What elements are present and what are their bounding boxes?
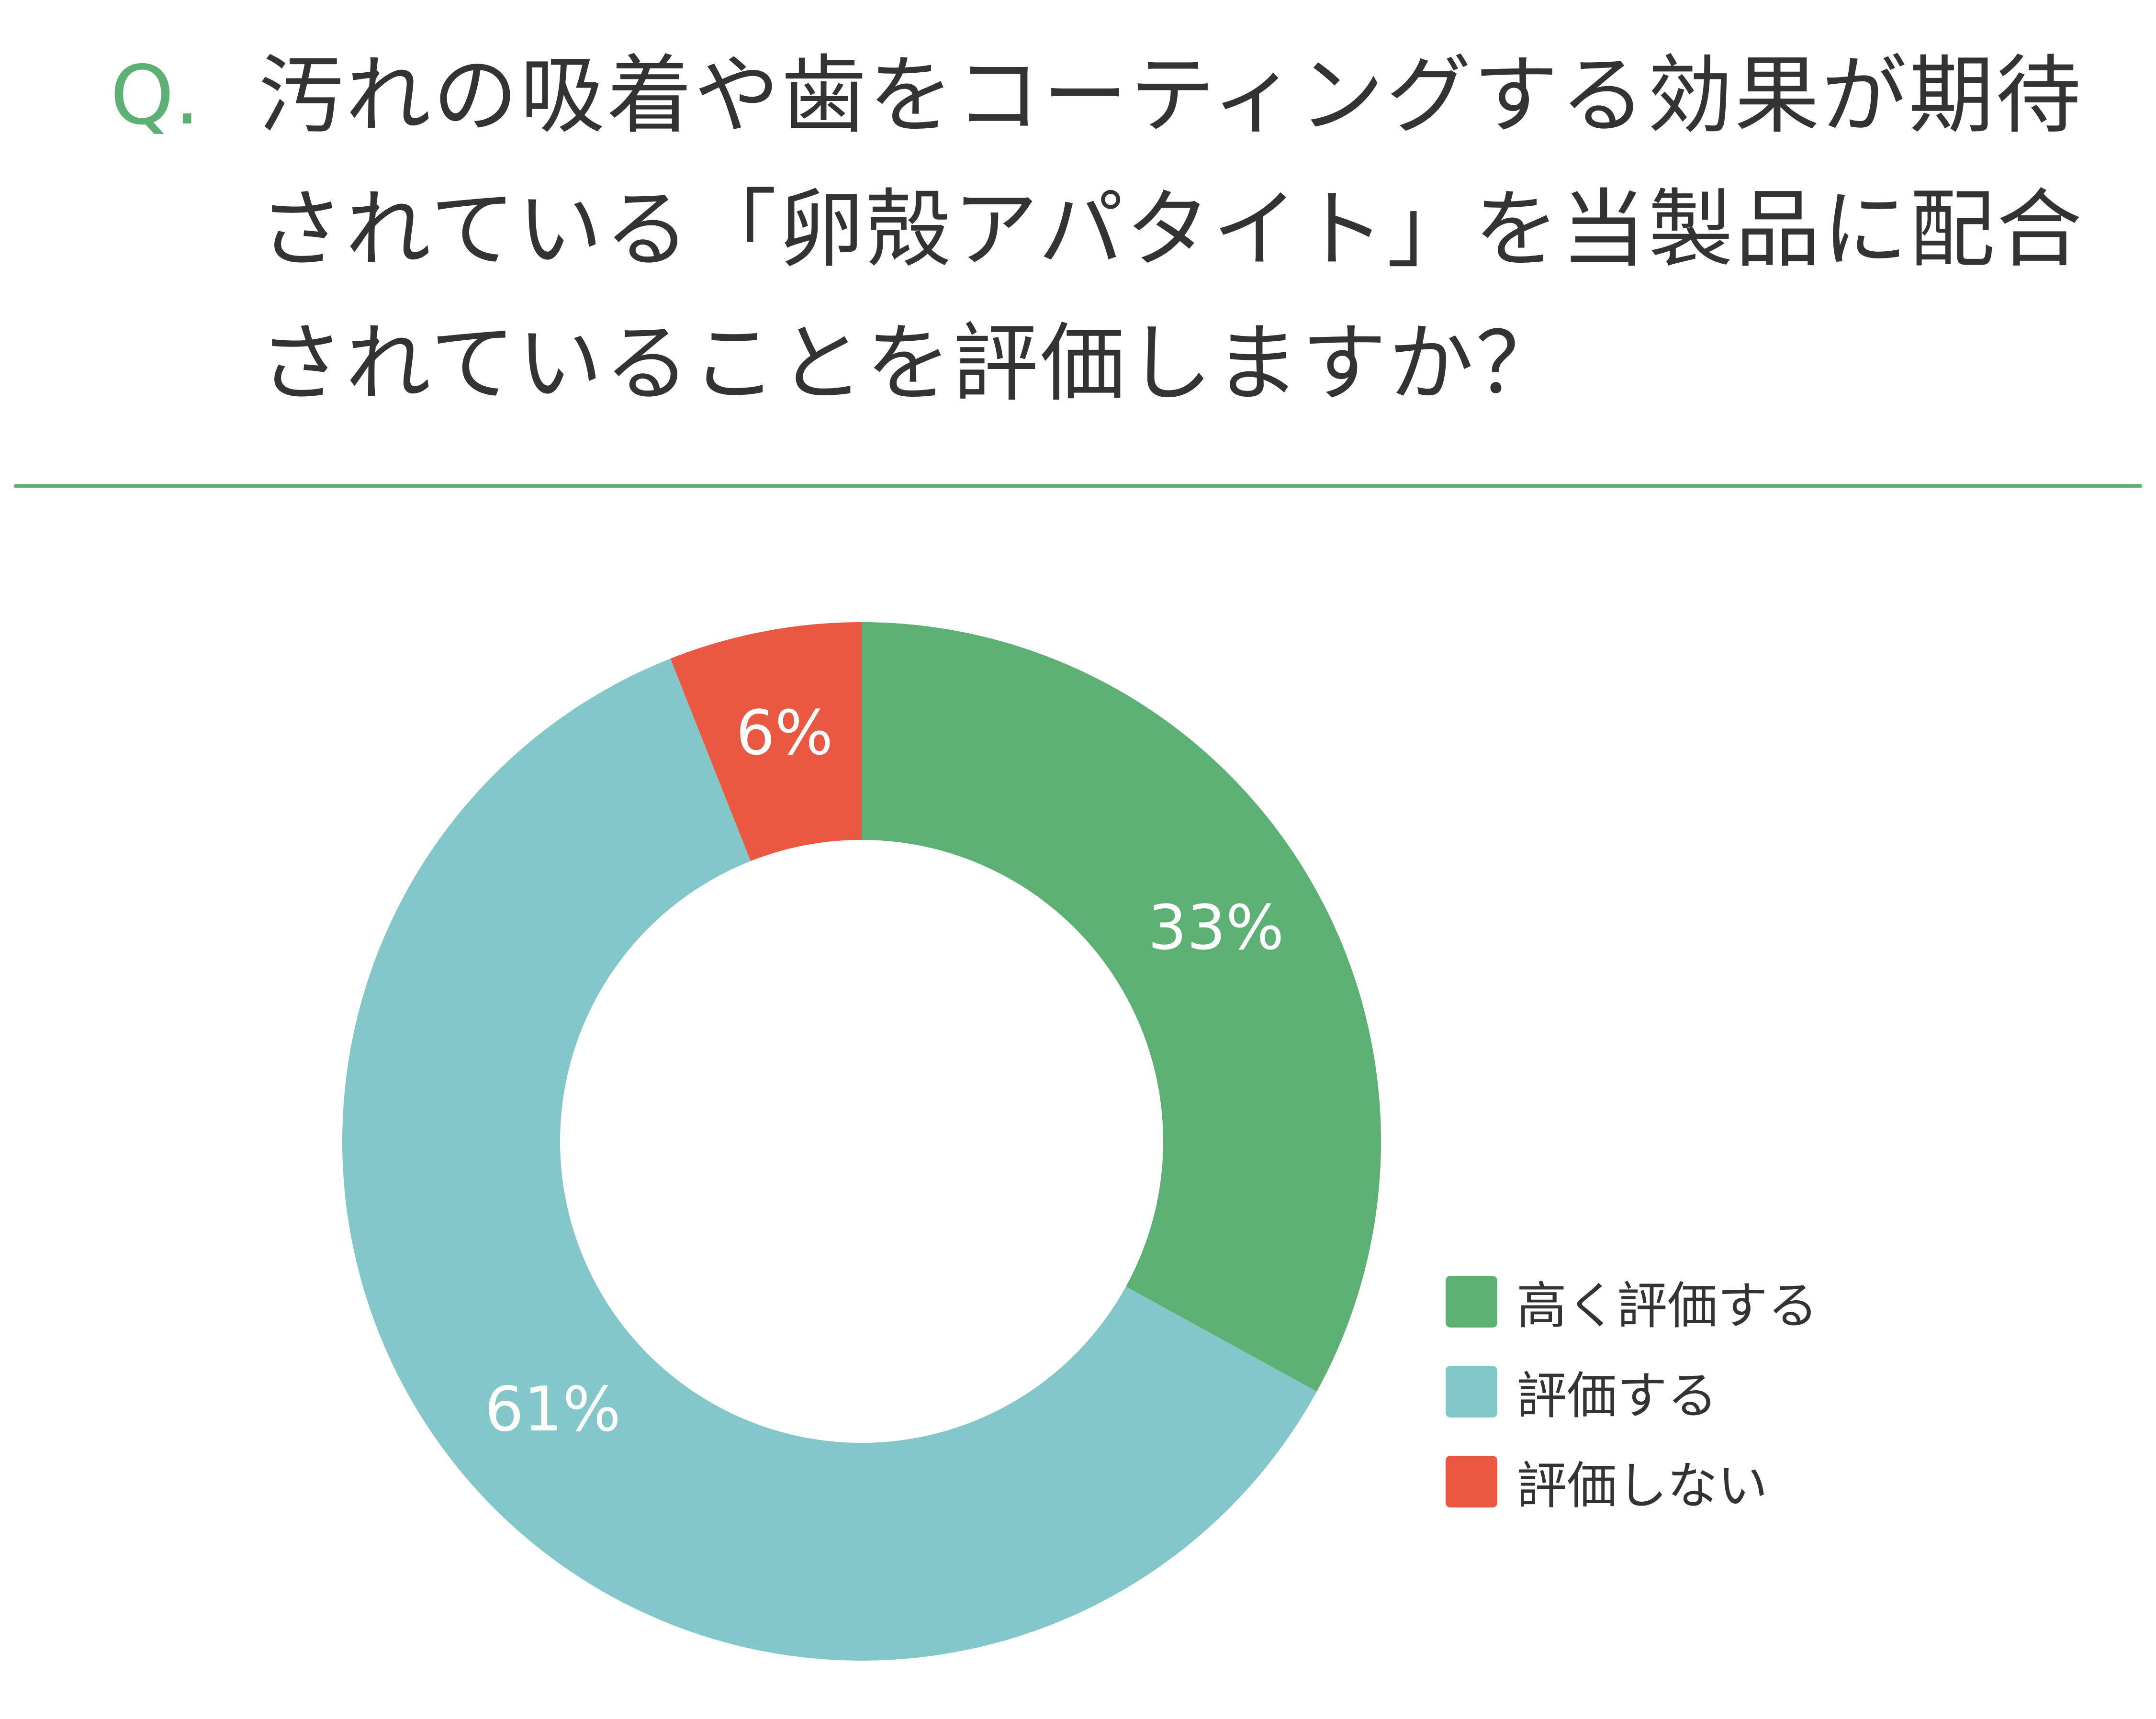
question-header: Q. 汚れの吸着や歯をコーティングする効果が期待されている「卵殻アパタイト」を当… (110, 29, 2097, 431)
question-text: 汚れの吸着や歯をコーティングする効果が期待されている「卵殻アパタイト」を当製品に… (258, 46, 2084, 413)
slice-value-label-high: 33% (1148, 892, 1284, 963)
donut-value-labels: 33% 61% 6% (485, 697, 1284, 1445)
slice-value-label-negative: 6% (736, 697, 833, 769)
legend-item-positive: 評価する (1446, 1365, 1818, 1425)
legend-swatch-negative (1446, 1456, 1497, 1507)
donut-slice-positive (342, 659, 1317, 1661)
legend-label-negative: 評価しない (1516, 1457, 1768, 1515)
legend-swatch-positive (1446, 1366, 1497, 1418)
legend: 高く評価する 評価する 評価しない (1446, 1275, 1818, 1545)
question-mark: Q. (110, 48, 200, 143)
legend-item-high: 高く評価する (1446, 1275, 1818, 1335)
legend-item-negative: 評価しない (1446, 1455, 1818, 1515)
slice-value-label-positive: 61% (485, 1374, 621, 1445)
legend-swatch-high (1446, 1276, 1497, 1328)
legend-label-positive: 評価する (1516, 1367, 1718, 1425)
donut-slices (342, 622, 1381, 1661)
legend-label-high: 高く評価する (1516, 1277, 1819, 1335)
divider-line (14, 484, 2142, 488)
donut-slice-negative (670, 622, 862, 861)
donut-slice-high (862, 622, 1381, 1392)
